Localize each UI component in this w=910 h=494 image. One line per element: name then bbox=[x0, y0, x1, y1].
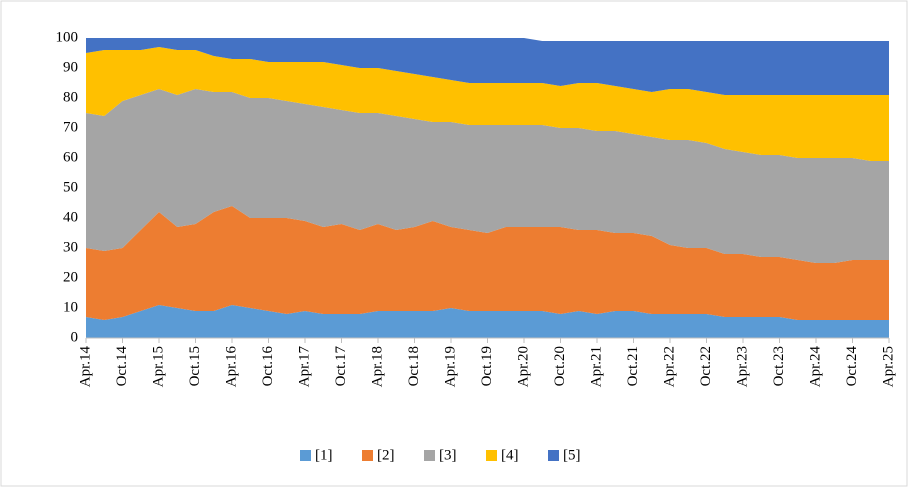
x-tick-label: Oct.18 bbox=[406, 346, 422, 386]
legend-swatch bbox=[548, 450, 559, 461]
y-tick-label: 80 bbox=[63, 89, 78, 105]
y-tick-label: 10 bbox=[63, 299, 78, 315]
y-tick-label: 40 bbox=[63, 209, 78, 225]
legend-swatch bbox=[362, 450, 373, 461]
area bbox=[86, 89, 889, 263]
x-tick-label: Apr.14 bbox=[77, 346, 93, 388]
y-tick-label: 70 bbox=[63, 119, 78, 135]
x-tick-label: Apr.23 bbox=[734, 346, 750, 387]
x-tick-label: Apr.21 bbox=[588, 346, 604, 387]
x-tick-label: Apr.20 bbox=[515, 346, 531, 387]
area bbox=[86, 305, 889, 338]
legend-label: [5] bbox=[563, 447, 581, 463]
area bbox=[86, 206, 889, 320]
x-tick-label: Oct.14 bbox=[114, 346, 130, 387]
x-tick-label: Apr.15 bbox=[150, 346, 166, 387]
y-tick-label: 60 bbox=[63, 149, 78, 165]
area bbox=[86, 47, 889, 161]
x-tick-label: Oct.21 bbox=[625, 346, 641, 386]
legend-label: [1] bbox=[315, 447, 333, 463]
y-tick-label: 100 bbox=[56, 29, 79, 45]
legend-swatch bbox=[424, 450, 435, 461]
x-tick-label: Oct.23 bbox=[771, 346, 787, 386]
legend-label: [4] bbox=[501, 447, 519, 463]
legend-label: [3] bbox=[439, 447, 457, 463]
legend-swatch bbox=[300, 450, 311, 461]
x-tick-label: Oct.17 bbox=[333, 346, 349, 387]
x-tick-label: Apr.25 bbox=[880, 346, 896, 387]
y-tick-label: 0 bbox=[71, 329, 79, 345]
y-tick-label: 20 bbox=[63, 269, 78, 285]
x-tick-label: Apr.19 bbox=[442, 346, 458, 387]
x-tick-label: Apr.16 bbox=[223, 346, 239, 388]
y-tick-label: 50 bbox=[63, 179, 78, 195]
x-tick-label: Oct.20 bbox=[552, 346, 568, 386]
x-tick-label: Oct.16 bbox=[260, 346, 276, 387]
x-tick-label: Apr.17 bbox=[296, 346, 312, 388]
x-tick-label: Oct.22 bbox=[698, 346, 714, 386]
x-tick-label: Apr.18 bbox=[369, 346, 385, 387]
x-tick-label: Oct.15 bbox=[187, 346, 203, 386]
legend-swatch bbox=[486, 450, 497, 461]
x-tick-label: Oct.19 bbox=[479, 346, 495, 386]
x-tick-label: Apr.22 bbox=[661, 346, 677, 387]
x-tick-label: Oct.24 bbox=[844, 346, 860, 387]
x-tick-label: Apr.24 bbox=[807, 346, 823, 388]
y-tick-label: 90 bbox=[63, 59, 78, 75]
area bbox=[86, 38, 889, 95]
legend-label: [2] bbox=[377, 447, 395, 463]
y-tick-label: 30 bbox=[63, 239, 78, 255]
